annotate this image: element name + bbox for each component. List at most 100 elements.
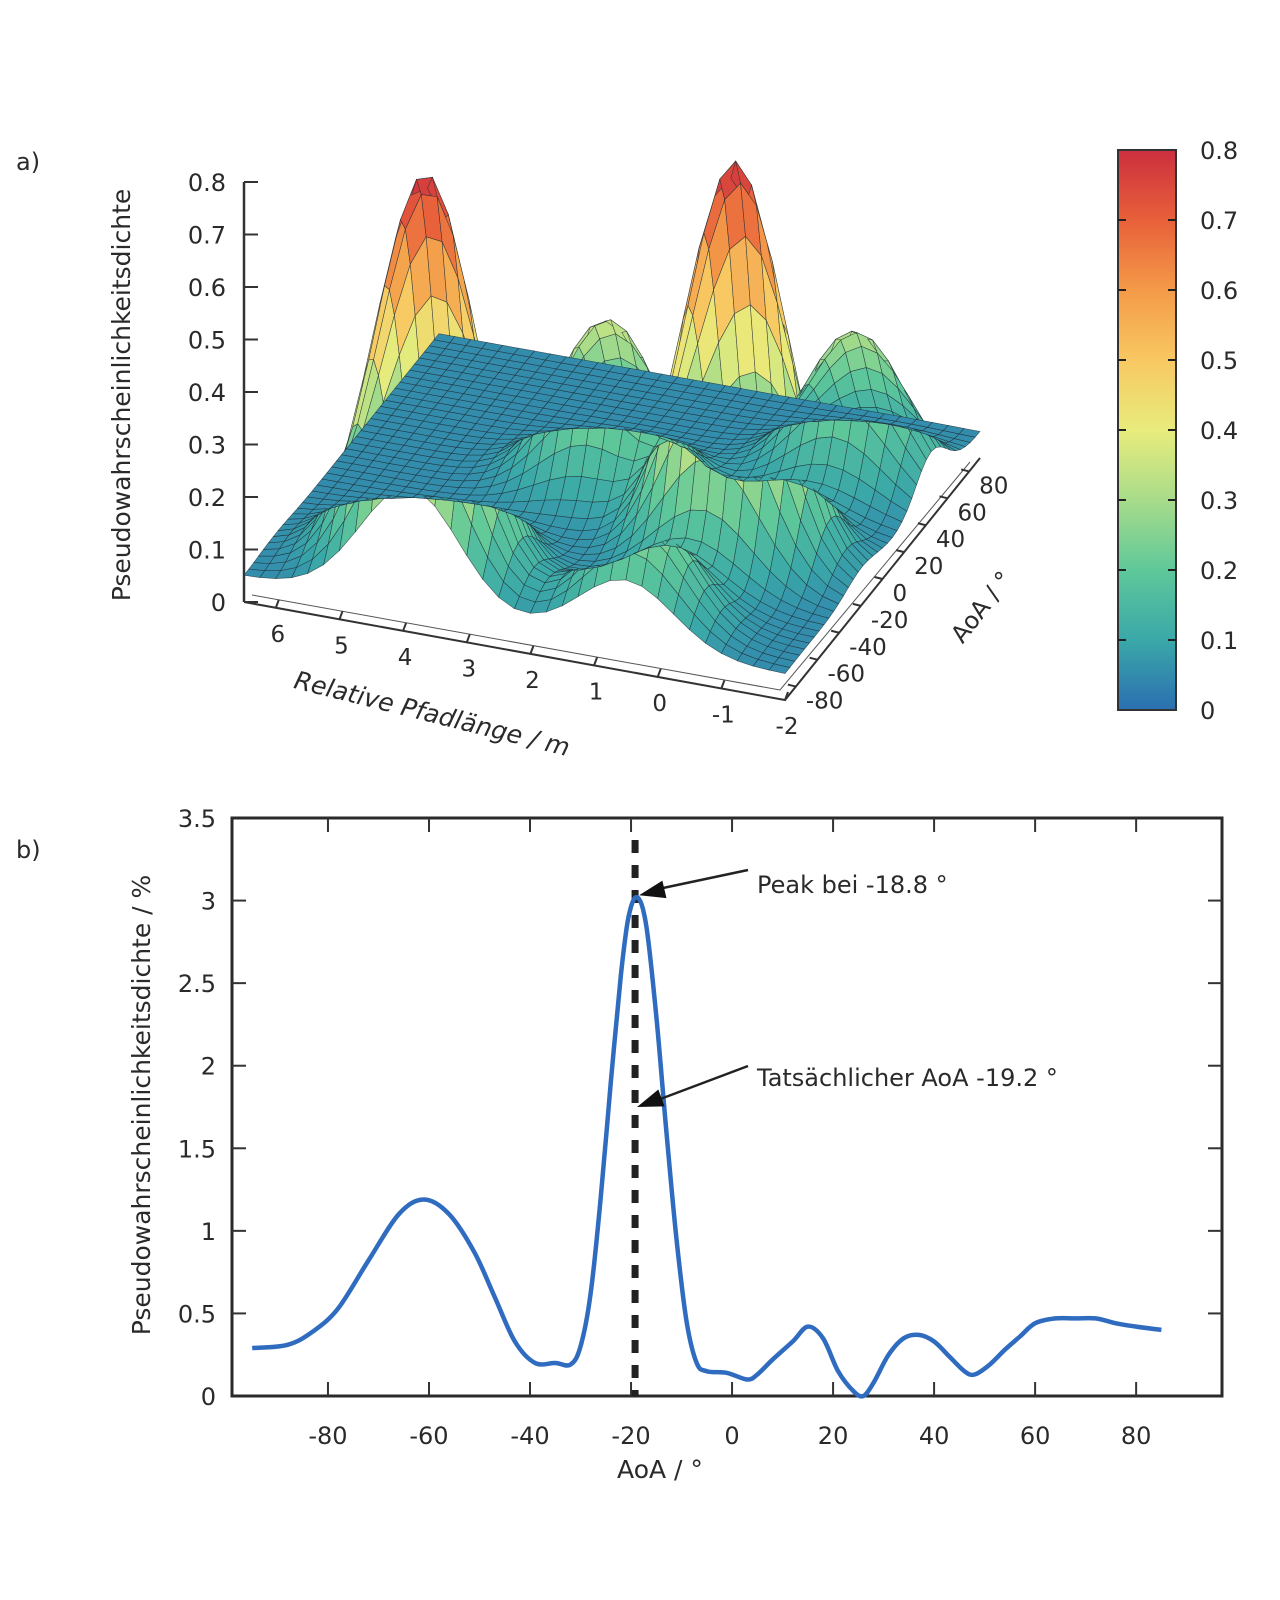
panel-a-z-tick-label: 0.7 [188,222,226,250]
panel-b-x-tick-label: 40 [919,1422,950,1450]
panel-a-x-tick-label: 2 [525,668,540,694]
panel-a-x-tick [338,610,344,620]
panel-a-x-tick-label: -2 [776,714,799,740]
panel-b-annotations: Peak bei -18.8 ° Tatsächlicher AoA -19.2 … [637,868,1058,1107]
panel-a-y-tick [895,549,905,554]
panel-a-x-tick [465,634,471,643]
panel-b-y-tick-label: 0 [201,1383,216,1411]
panel-b-y-tick-label: 3 [201,888,216,916]
annotation-arrow-head [637,1089,665,1107]
panel-b-x-tick-label: -60 [409,1422,448,1450]
colorbar-ticks: 0 0.1 0.2 0.3 0.4 0.5 0.6 0.7 0.8 [1118,137,1238,725]
annotation: Peak bei -18.8 ° [639,868,948,899]
panel-a-x-tick-label: 5 [334,633,349,659]
panel-a-y-tick-label: 0 [893,581,908,607]
panel-b-x-tick-label: 60 [1020,1422,1051,1450]
panel-a-zlabel: Pseudowahrscheinlichkeitsdichte [107,189,136,602]
colorbar-tick-label: 0.6 [1200,277,1238,305]
panel-b-y-tick-label: 0.5 [178,1300,216,1328]
panel-a-y-tick-label: 60 [958,500,987,526]
panel-a-y-tick [939,495,948,500]
annotation: Tatsächlicher AoA -19.2 ° [637,1064,1058,1107]
panel-a-base-frame-inner [251,461,971,691]
panel-a-z-tick-label: 0.2 [188,484,226,512]
panel-b-y-tick-label: 3.5 [178,805,216,833]
panel-a-z-tick-label: 0.5 [188,327,226,355]
colorbar-tick-label: 0.4 [1200,417,1238,445]
panel-a-x-tick-label: -1 [712,702,735,728]
panel-a-y-tick-label: -40 [849,635,887,661]
panel-a-x-tick [402,622,408,632]
panel-a-x-tick-label: 1 [589,679,604,705]
annotation-arrow-shaft [654,1064,749,1103]
panel-a-label: a) [16,148,40,176]
panel-a-x-tick-label: 3 [461,656,476,682]
colorbar-tick-label: 0.7 [1200,207,1238,235]
panel-a-x-tick [593,657,598,666]
panel-a-x-tick [784,691,789,701]
panel-a-y-tick [852,602,862,607]
panel-a-z-tick-label: 0.1 [188,537,226,565]
panel-a-y-tick [960,468,970,473]
colorbar-tick-label: 0 [1200,697,1215,725]
panel-a-z-tick-label: 0 [211,589,226,617]
panel-b-plot-frame [230,816,1224,1398]
panel-b-ylabel: Pseudowahrscheinlichkeitsdichte / % [127,875,156,1336]
annotation-arrow-shaft [656,868,749,891]
panel-a-y-tick [830,629,840,634]
panel-b-x-tick-label: -20 [611,1422,650,1450]
panel-a-y-tick-label: 20 [914,554,943,580]
series-line [252,894,1162,1399]
panel-b-x-tick-label: -40 [510,1422,549,1450]
annotation-text: Peak bei -18.8 ° [757,871,948,899]
panel-a-y-tick [809,656,818,661]
panel-a-y-tick-label: 80 [979,473,1008,499]
panel-a-x-tick [274,599,280,609]
panel-a-z-tick-label: 0.3 [188,432,226,460]
panel-a-x-tick [656,668,662,678]
surface-patch [958,428,981,438]
panel-b-ticks: -80 -60 -40 -20 0 20 40 60 80 0 0.5 1 1.5 2 2.5 3 3.5 [178,805,1222,1450]
panel-a-x-tick-label: 4 [398,645,413,671]
panel-b-y-tick-label: 1.5 [178,1135,216,1163]
panel-a-z-tick-label: 0.4 [188,379,226,407]
panel-b-x-tick-label: -80 [308,1422,347,1450]
panel-b-y-tick-label: 2 [201,1053,216,1081]
panel-b-x-tick-label: 80 [1121,1422,1152,1450]
panel-a-x-tick [720,680,726,689]
panel-a-y-tick-label: 40 [936,527,965,553]
panel-b: b) Pseudowahrscheinlichkeitsdichte / % A… [16,805,1224,1484]
panel-a-y-tick [787,683,797,688]
colorbar-tick-label: 0.1 [1200,627,1238,655]
panel-a-x-tick-label: 6 [271,622,286,648]
panel-a-z-tick-label: 0.8 [188,169,226,197]
panel-a-x-tick-label: 0 [652,691,667,717]
panel-a-ylabel: AoA / ° [945,566,1018,648]
annotation-arrow-head [639,880,667,899]
panel-a-z-ticks: 0 0.1 0.2 0.3 0.4 0.5 0.6 0.7 0.8 [188,169,258,617]
panel-b-x-tick-label: 0 [724,1422,739,1450]
colorbar-tick-label: 0.5 [1200,347,1238,375]
panel-b-xlabel: AoA / ° [617,1455,703,1484]
panel-b-series [252,894,1162,1399]
panel-a-surface [243,160,981,674]
panel-a-y-tick [874,576,883,580]
panel-a-y-tick-label: -60 [828,662,866,688]
panel-a-z-tick-label: 0.6 [188,274,226,302]
panel-b-y-tick-label: 1 [201,1218,216,1246]
panel-a-x-ticks: 6 5 4 3 2 1 0 -1 -2 [271,599,799,740]
panel-a: a) Pseudowahrscheinlichkeitsdichte 00.10… [16,137,1238,762]
panel-a-y-tick [917,522,927,527]
panel-b-label: b) [16,836,41,864]
annotation-text: Tatsächlicher AoA -19.2 ° [756,1064,1058,1092]
panel-a-y-tick-label: -80 [806,689,844,715]
panel-b-x-tick-label: 20 [818,1422,849,1450]
colorbar-tick-label: 0.8 [1200,137,1238,165]
colorbar-tick-label: 0.3 [1200,487,1238,515]
panel-a-y-tick-label: -20 [871,608,909,634]
panel-a-x-tick [529,645,535,655]
colorbar-tick-label: 0.2 [1200,557,1238,585]
panel-b-y-tick-label: 2.5 [178,970,216,998]
